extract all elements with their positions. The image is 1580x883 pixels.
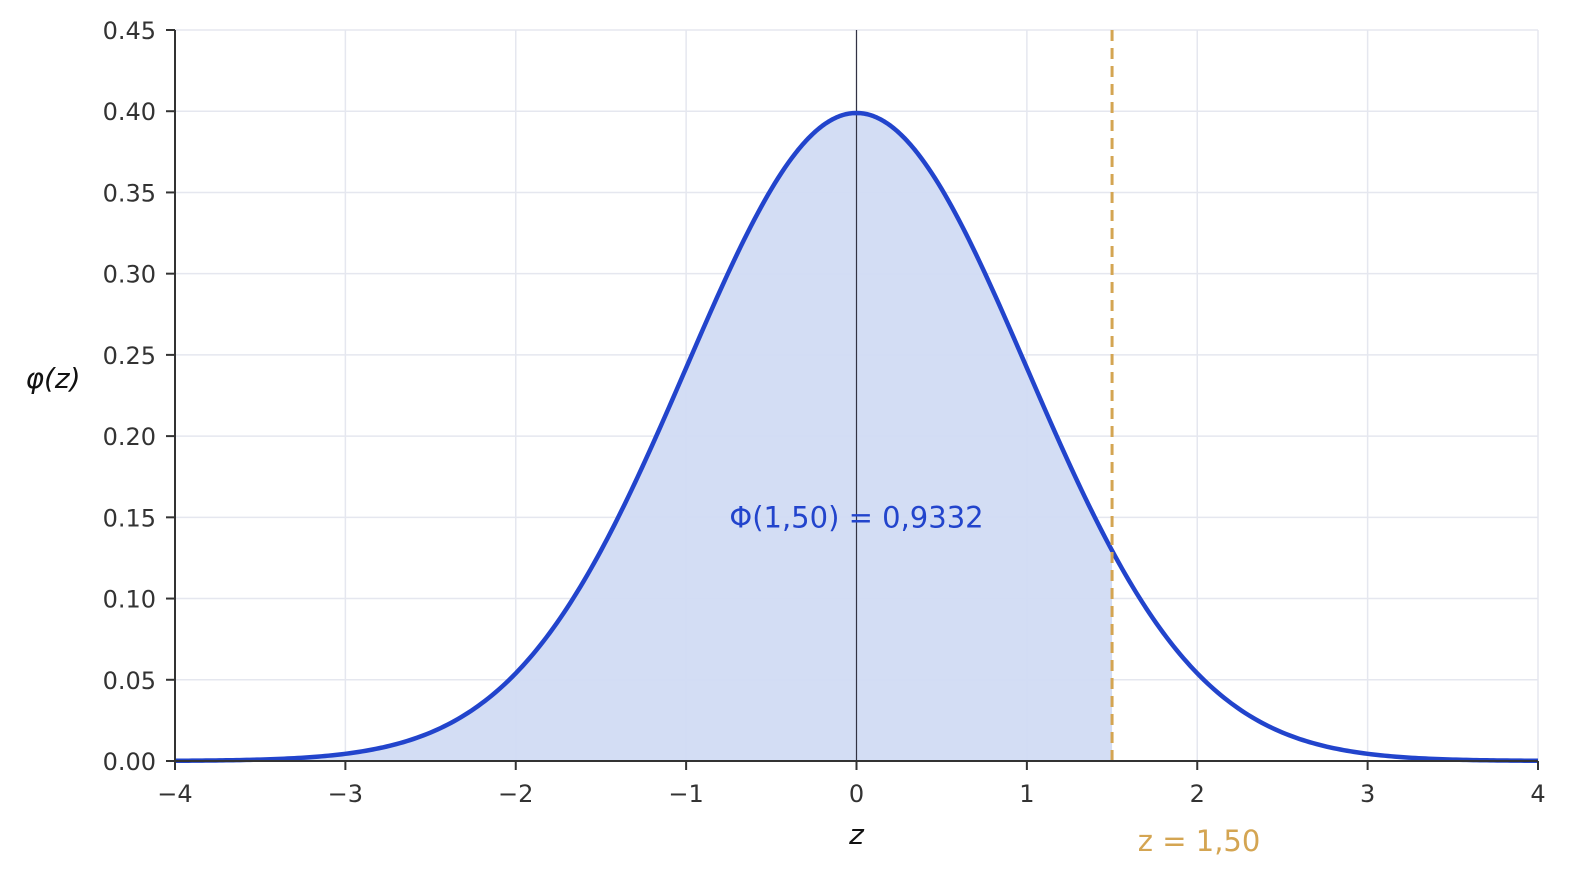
y-tick-label-3: 0.15 [103, 504, 156, 532]
x-tick-label-7: 3 [1360, 780, 1375, 808]
x-tick-label-1: −3 [328, 780, 363, 808]
tick-marks: −4 −3 −2 −1 0 1 2 3 4 0.00 0.05 0.10 0.15 0.20 0.25 0.3… [103, 17, 1546, 808]
y-tick-label-2: 0.10 [103, 586, 156, 614]
density-curve [174, 110, 1539, 764]
y-tick-label-1: 0.05 [103, 667, 156, 695]
probability-annotation: Φ(1,50) = 0,9332 [729, 500, 983, 534]
shaded-area [175, 112, 1113, 761]
x-axis-label: z [848, 818, 865, 851]
y-tick-label-6: 0.30 [103, 261, 156, 289]
x-tick-label-3: −1 [668, 780, 703, 808]
x-tick-label-0: −4 [157, 780, 192, 808]
y-tick-label-7: 0.35 [103, 179, 156, 207]
x-tick-label-5: 1 [1019, 780, 1034, 808]
x-tick-label-4: 0 [849, 780, 864, 808]
y-axis-label: φ(z) [25, 362, 80, 395]
y-tick-label-0: 0.00 [103, 748, 156, 776]
y-tick-label-5: 0.25 [103, 342, 156, 370]
z-marker-label: z = 1,50 [1138, 824, 1261, 858]
y-tick-label-8: 0.40 [103, 98, 156, 126]
x-tick-label-6: 2 [1190, 780, 1205, 808]
y-tick-label-9: 0.45 [103, 17, 156, 45]
x-tick-label-2: −2 [498, 780, 533, 808]
x-tick-label-8: 4 [1530, 780, 1545, 808]
y-tick-label-4: 0.20 [103, 423, 156, 451]
